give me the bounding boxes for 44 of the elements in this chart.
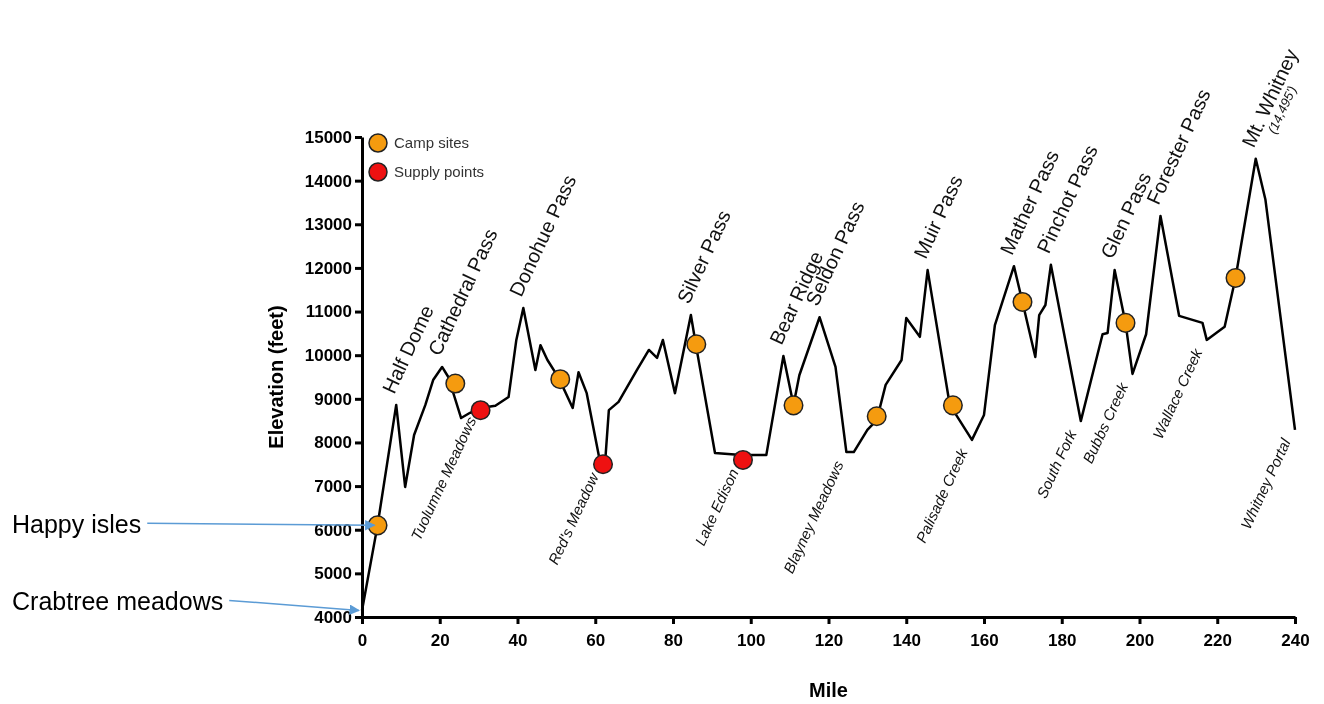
x-tick-label: 60 [586, 630, 606, 650]
x-tick-label: 20 [430, 630, 450, 650]
y-tick-label: 8000 [314, 433, 352, 453]
y-tick-label: 5000 [314, 564, 352, 584]
legend-label: Camp sites [394, 134, 470, 151]
annotation: Muir Pass [909, 171, 967, 262]
x-tick-label: 120 [814, 630, 844, 650]
y-axis-title: Elevation (feet) [265, 305, 287, 449]
x-tick-label: 240 [1281, 630, 1310, 650]
x-tick-label: 180 [1048, 630, 1077, 650]
legend-label: Supply points [394, 163, 485, 180]
point [1225, 267, 1246, 288]
y-tick-label: 4000 [314, 607, 352, 627]
x-tick-label: 160 [970, 630, 999, 650]
x-tick-label: 0 [357, 630, 368, 650]
x-tick-label: 200 [1125, 630, 1155, 650]
point [1012, 291, 1033, 312]
x-tick-label: 40 [508, 630, 528, 650]
point [550, 369, 571, 390]
point [866, 406, 887, 427]
point [686, 334, 707, 355]
y-tick-label: 13000 [304, 215, 352, 235]
annotation: Silver Pass [672, 206, 735, 307]
y-tick-label: 11000 [305, 302, 352, 322]
point [783, 395, 804, 416]
annotation: Happy isles [12, 510, 142, 539]
y-tick-label: 9000 [314, 389, 352, 409]
x-axis-title: Mile [809, 679, 848, 701]
annotation: Crabtree meadows [12, 587, 224, 616]
y-tick-label: 15000 [304, 127, 352, 147]
annotation: South Fork [1033, 425, 1081, 501]
point [1115, 312, 1136, 333]
y-tick-label: 6000 [314, 520, 352, 540]
x-tick-label: 220 [1203, 630, 1232, 650]
x-tick-label: 140 [892, 630, 921, 650]
point [445, 373, 466, 394]
y-tick-label: 7000 [314, 477, 352, 497]
x-tick-label: 100 [737, 630, 766, 650]
point [942, 395, 963, 416]
y-tick-label: 12000 [304, 258, 352, 278]
x-tick-label: 80 [664, 630, 683, 650]
y-tick-label: 10000 [304, 346, 352, 366]
y-tick-label: 14000 [304, 171, 352, 191]
point [732, 449, 753, 470]
